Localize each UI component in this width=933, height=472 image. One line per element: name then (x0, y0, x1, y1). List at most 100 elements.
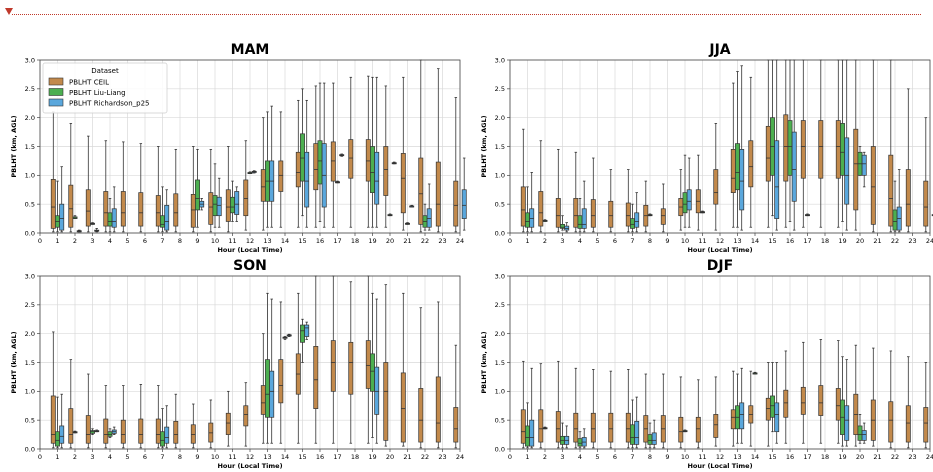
box-iqr (435, 376, 441, 443)
x-tick-label: 23 (438, 453, 446, 461)
box-iqr (111, 208, 117, 228)
y-tick-label: 2.5 (495, 85, 505, 93)
box-iqr (713, 414, 719, 438)
box-plot (265, 292, 270, 444)
box-plot (800, 341, 806, 444)
box-plot (634, 192, 640, 233)
legend-box (42, 62, 168, 114)
box-plot (861, 422, 867, 444)
box-iqr (260, 385, 266, 415)
box-iqr (844, 137, 850, 205)
box-plot (630, 203, 635, 233)
box-iqr (573, 412, 579, 443)
chart-title: DJF (707, 258, 733, 274)
x-tick-label: 15 (768, 453, 776, 461)
x-tick-label: 8 (648, 237, 652, 245)
x-tick-label: 6 (143, 237, 147, 245)
box-plot (304, 321, 310, 340)
box-iqr (538, 409, 544, 443)
box-plot (630, 399, 635, 449)
legend-title: Dataset (91, 67, 119, 75)
y-tick-label: 0.0 (495, 445, 505, 453)
box-iqr (791, 131, 797, 202)
box-plot (251, 170, 257, 174)
x-axis-label: Hour (Local Time) (217, 462, 282, 470)
x-tick-label: 10 (211, 237, 219, 245)
box-plot (138, 384, 144, 449)
x-tick-label: 2 (73, 237, 77, 245)
x-tick-label: 13 (263, 237, 271, 245)
box-iqr (317, 140, 323, 185)
box-plot (208, 399, 214, 449)
box-iqr (730, 149, 736, 193)
x-tick-label: 3 (90, 237, 94, 245)
box-iqr (208, 192, 214, 225)
x-tick-label: 0 (508, 237, 512, 245)
box-plot (682, 429, 688, 433)
y-axis-label: PBLHT (km, AGL) (480, 331, 488, 393)
box-iqr (164, 204, 170, 231)
box-plot (651, 419, 657, 449)
box-plot (577, 431, 583, 449)
box-plot (391, 161, 397, 165)
box-plot (857, 146, 863, 176)
box-plot (365, 75, 371, 228)
x-tick-label: 20 (386, 453, 394, 461)
legend-entry-label: PBLHT CEIL (69, 79, 109, 87)
box-plot (400, 76, 406, 231)
box-iqr (426, 208, 432, 228)
box-iqr (59, 425, 65, 444)
box-plot (625, 369, 631, 449)
box-iqr (573, 198, 579, 228)
box-plot (164, 405, 170, 449)
chart-title: SON (233, 258, 267, 274)
box-plot (190, 146, 196, 233)
box-plot (269, 105, 275, 228)
box-iqr (461, 189, 467, 219)
box-iqr (835, 120, 841, 179)
box-plot (853, 59, 859, 231)
box-iqr (59, 203, 65, 231)
box-iqr (923, 180, 929, 227)
x-tick-label: 24 (456, 237, 464, 245)
box-iqr (400, 153, 406, 214)
box-iqr (647, 434, 653, 445)
box-plot (321, 82, 327, 228)
box-plot (295, 292, 301, 444)
x-tick-label: 23 (908, 453, 916, 461)
box-plot (555, 360, 561, 449)
x-tick-label: 22 (421, 453, 429, 461)
y-tick-label: 1.0 (495, 388, 505, 396)
box-plot (647, 213, 653, 217)
box-plot (581, 180, 587, 233)
x-tick-label: 4 (108, 453, 112, 461)
box-plot (735, 373, 740, 444)
x-tick-label: 1 (55, 237, 59, 245)
box-plot (269, 298, 275, 444)
box-plot (374, 298, 380, 444)
box-plot (835, 340, 841, 444)
box-plot (243, 382, 249, 447)
x-tick-label: 1 (55, 453, 59, 461)
box-plot (686, 157, 692, 228)
box-plot (787, 59, 793, 222)
box-plot (76, 229, 82, 233)
box-plot (68, 123, 74, 233)
box-plot (300, 88, 305, 217)
box-iqr (870, 146, 876, 225)
box-iqr (55, 431, 60, 447)
x-tick-label: 13 (733, 453, 741, 461)
box-plot (85, 135, 91, 233)
y-tick-label: 2.0 (495, 114, 505, 122)
x-tick-label: 19 (368, 237, 376, 245)
box-iqr (853, 128, 859, 211)
box-iqr (243, 405, 249, 427)
box-plot (265, 111, 270, 228)
x-tick-label: 8 (178, 237, 182, 245)
box-iqr (520, 186, 526, 227)
box-plot (870, 59, 876, 233)
y-tick-label: 2.0 (25, 114, 35, 122)
box-plot (520, 360, 526, 449)
